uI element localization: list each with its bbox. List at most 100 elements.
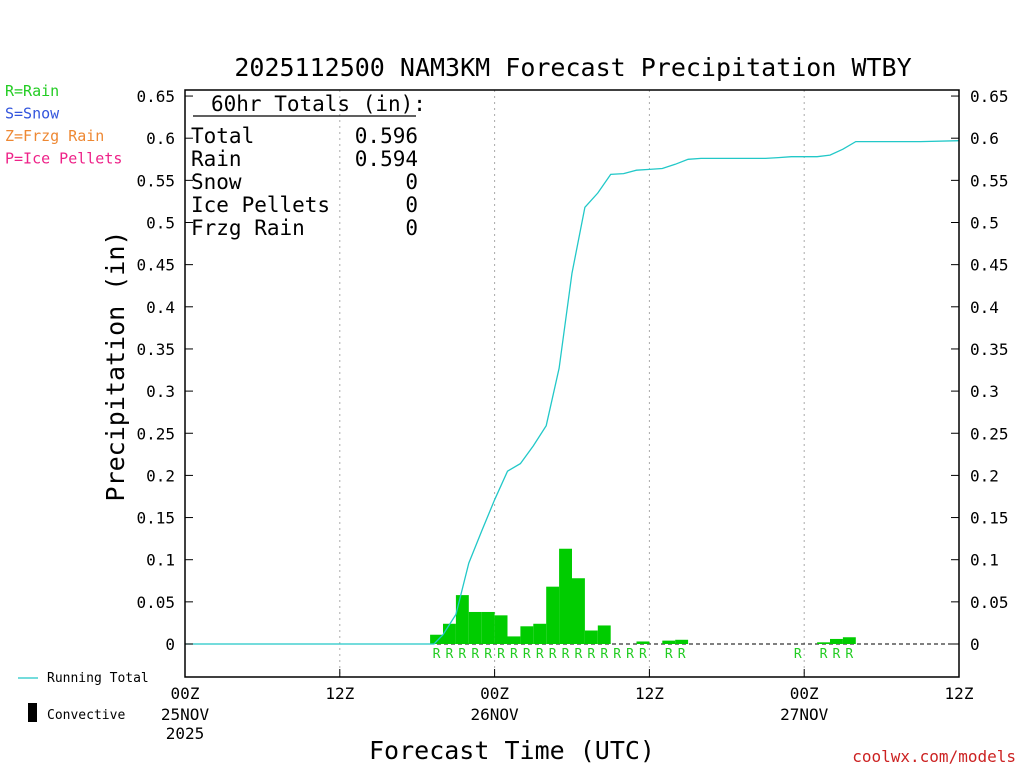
y-tick-label-left: 0.45 <box>136 256 175 275</box>
credit-text: coolwx.com/models <box>852 747 1016 766</box>
y-tick-label-right: 0.25 <box>970 424 1009 443</box>
precip-type-marker: R <box>458 647 466 662</box>
precip-type-marker: R <box>523 647 531 662</box>
legend-type-2: Z=Frzg Rain <box>5 127 104 145</box>
precip-bar <box>584 630 598 644</box>
precip-type-marker: R <box>820 647 828 662</box>
x-tick-date: 27NOV <box>780 705 829 724</box>
precip-bar <box>830 638 843 644</box>
convective-legend-label: Convective <box>47 708 125 723</box>
precip-type-marker: R <box>562 647 570 662</box>
precip-bar <box>559 548 572 644</box>
totals-row-value: 0.594 <box>355 147 418 171</box>
totals-row-label: Frzg Rain <box>191 216 305 240</box>
axes <box>184 89 960 678</box>
precip-type-marker: R <box>665 647 673 662</box>
y-tick-label-left: 0.55 <box>136 171 175 190</box>
precip-bar <box>494 615 508 644</box>
totals-row-label: Rain <box>191 147 242 171</box>
y-tick-label-right: 0 <box>970 635 980 654</box>
precip-type-marker: R <box>484 647 492 662</box>
y-tick-label-left: 0.2 <box>146 466 175 485</box>
precip-bar <box>842 637 856 644</box>
y-tick-label-left: 0.5 <box>146 214 175 233</box>
x-tick-label: 00Z <box>480 684 509 703</box>
precip-bar <box>455 595 469 644</box>
precip-bar <box>817 642 830 644</box>
precip-bar <box>430 634 443 644</box>
precip-type-marker: R <box>549 647 557 662</box>
precip-type-marker: R <box>433 647 441 662</box>
precip-type-marker: R <box>613 647 621 662</box>
precip-type-marker: R <box>510 647 518 662</box>
y-tick-label-left: 0.65 <box>136 87 175 106</box>
x-tick-year: 2025 <box>166 724 205 743</box>
totals-row-label: Ice Pellets <box>191 193 330 217</box>
y-tick-label-left: 0 <box>165 635 175 654</box>
x-tick-label: 12Z <box>325 684 354 703</box>
precip-bar <box>520 626 534 644</box>
x-tick-date: 25NOV <box>161 705 210 724</box>
running-total-line <box>185 140 960 645</box>
y-tick-label-left: 0.35 <box>136 340 175 359</box>
x-axis-label: Forecast Time (UTC) <box>369 736 655 765</box>
y-axis-label: Precipitation (in) <box>101 231 130 502</box>
y-tick-label-left: 0.4 <box>146 298 175 317</box>
precip-type-marker: R <box>600 647 608 662</box>
y-tick-label-left: 0.3 <box>146 382 175 401</box>
chart-title: 2025112500 NAM3KM Forecast Precipitation… <box>234 53 911 82</box>
precip-bar <box>507 636 521 644</box>
x-tick-label: 12Z <box>945 684 974 703</box>
y-tick-label-right: 0.55 <box>970 171 1009 190</box>
y-tick-label-right: 0.1 <box>970 551 999 570</box>
legend-type-3: P=Ice Pellets <box>5 150 122 168</box>
totals-box: 60hr Totals (in): Total 0.596 Rain 0.594 Sno… <box>191 92 426 240</box>
y-tick-label-left: 0.15 <box>136 509 175 528</box>
legend-type-1: S=Snow <box>5 105 60 123</box>
y-tick-label-right: 0.35 <box>970 340 1009 359</box>
precip-bars <box>430 548 856 644</box>
precip-type-marker: R <box>497 647 505 662</box>
y-tick-label-right: 0.65 <box>970 87 1009 106</box>
y-ticks: 0 00.05 0.050.1 0.10.15 0.150.2 0.20.25 0.250.… <box>136 87 1008 654</box>
y-tick-label-right: 0.05 <box>970 593 1009 612</box>
precip-type-marker: R <box>794 647 802 662</box>
y-tick-label-right: 0.3 <box>970 382 999 401</box>
precip-bar <box>481 611 495 644</box>
totals-row-value: 0.596 <box>355 124 418 148</box>
x-tick-label: 00Z <box>171 684 200 703</box>
y-tick-label-right: 0.15 <box>970 509 1009 528</box>
plot-frame <box>184 89 960 678</box>
precip-bar <box>597 625 611 644</box>
precip-bar <box>468 611 482 644</box>
precip-type-marker: R <box>575 647 583 662</box>
y-tick-label-left: 0.1 <box>146 551 175 570</box>
totals-row-label: Snow <box>191 170 242 194</box>
running-total-series <box>185 140 960 645</box>
y-tick-label-right: 0.45 <box>970 256 1009 275</box>
precip-type-marker: R <box>626 647 634 662</box>
precip-type-legend: R=Rain S=Snow Z=Frzg Rain P=Ice Pellets <box>5 82 122 168</box>
legend-type-0: R=Rain <box>5 82 59 100</box>
precip-type-marker: R <box>446 647 454 662</box>
x-tick-date: 26NOV <box>471 705 520 724</box>
convective-legend-swatch <box>28 703 37 722</box>
precip-bar <box>662 640 676 644</box>
precip-type-marker: R <box>639 647 647 662</box>
precip-type-marker: R <box>587 647 595 662</box>
y-tick-label-right: 0.6 <box>970 129 999 148</box>
running-total-legend-label: Running Total <box>47 671 149 686</box>
precip-type-marker: R <box>678 647 686 662</box>
totals-row-value: 0 <box>405 193 418 217</box>
series-legend: Running Total Convective <box>18 671 149 723</box>
y-tick-label-right: 0.2 <box>970 466 999 485</box>
precip-bar <box>572 578 585 644</box>
precip-bar <box>443 623 456 644</box>
y-tick-label-left: 0.05 <box>136 593 175 612</box>
precip-bar <box>636 641 650 644</box>
totals-row-value: 0 <box>405 216 418 240</box>
precip-type-marker: R <box>845 647 853 662</box>
